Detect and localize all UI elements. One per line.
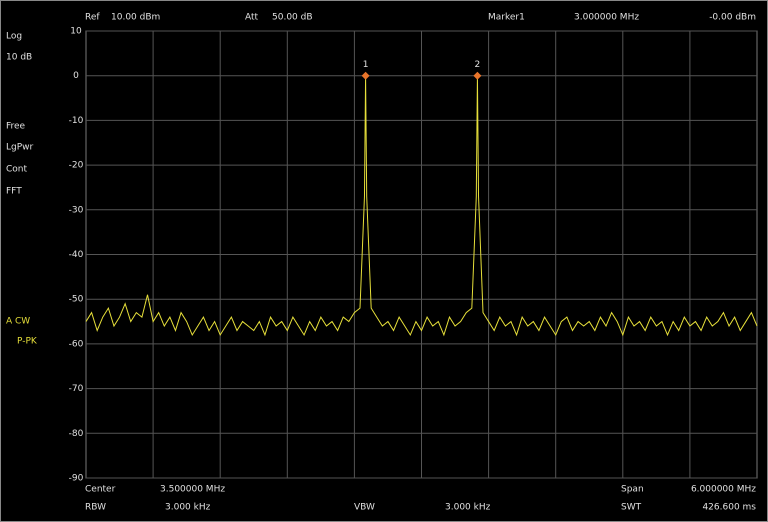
- center-value: 3.500000 MHz: [160, 485, 225, 495]
- marker-label: Marker1: [488, 13, 525, 23]
- swt-value: 426.600 ms: [702, 503, 756, 513]
- trace-mode: A CW: [6, 317, 30, 327]
- span-label: Span: [621, 485, 644, 495]
- swt-label: SWT: [621, 503, 642, 513]
- marker-label: 1: [363, 60, 369, 70]
- y-tick-label: -10: [69, 116, 84, 126]
- y-tick-label: -60: [69, 339, 84, 349]
- y-tick-label: -20: [69, 161, 84, 171]
- center-label: Center: [85, 485, 116, 495]
- scale-type: Log: [6, 32, 22, 42]
- y-tick-label: -70: [69, 384, 84, 394]
- vbw-value: 3.000 kHz: [445, 503, 491, 513]
- y-tick-label: -50: [69, 295, 84, 305]
- vbw-label: VBW: [354, 503, 375, 513]
- att-value: 50.00 dB: [272, 13, 313, 23]
- trace: [85, 75, 758, 337]
- y-tick-label: 0: [73, 71, 79, 81]
- marker-point: [361, 71, 370, 80]
- y-tick-label: -90: [69, 474, 84, 484]
- ref-value: 10.00 dBm: [111, 13, 160, 23]
- rbw-label: RBW: [85, 503, 106, 513]
- marker-label: 2: [475, 60, 481, 70]
- trigger: Free: [6, 122, 26, 132]
- scale-div: 10 dB: [6, 53, 32, 63]
- trace-detector: P-PK: [17, 337, 38, 347]
- detector: LgPwr: [6, 143, 34, 153]
- y-tick-label: 10: [70, 27, 82, 37]
- att-label: Att: [245, 13, 259, 23]
- mode: FFT: [6, 187, 22, 197]
- y-tick-label: -80: [69, 429, 84, 439]
- rbw-value: 3.000 kHz: [165, 503, 211, 513]
- marker-freq: 3.000000 MHz: [574, 13, 639, 23]
- y-tick-label: -30: [69, 205, 84, 215]
- ref-label: Ref: [85, 13, 100, 23]
- marker-point: [473, 71, 482, 80]
- span-value: 6.000000 MHz: [691, 485, 756, 495]
- sweep: Cont: [6, 165, 27, 175]
- marker-level: -0.00 dBm: [709, 13, 756, 23]
- y-tick-label: -40: [69, 250, 84, 260]
